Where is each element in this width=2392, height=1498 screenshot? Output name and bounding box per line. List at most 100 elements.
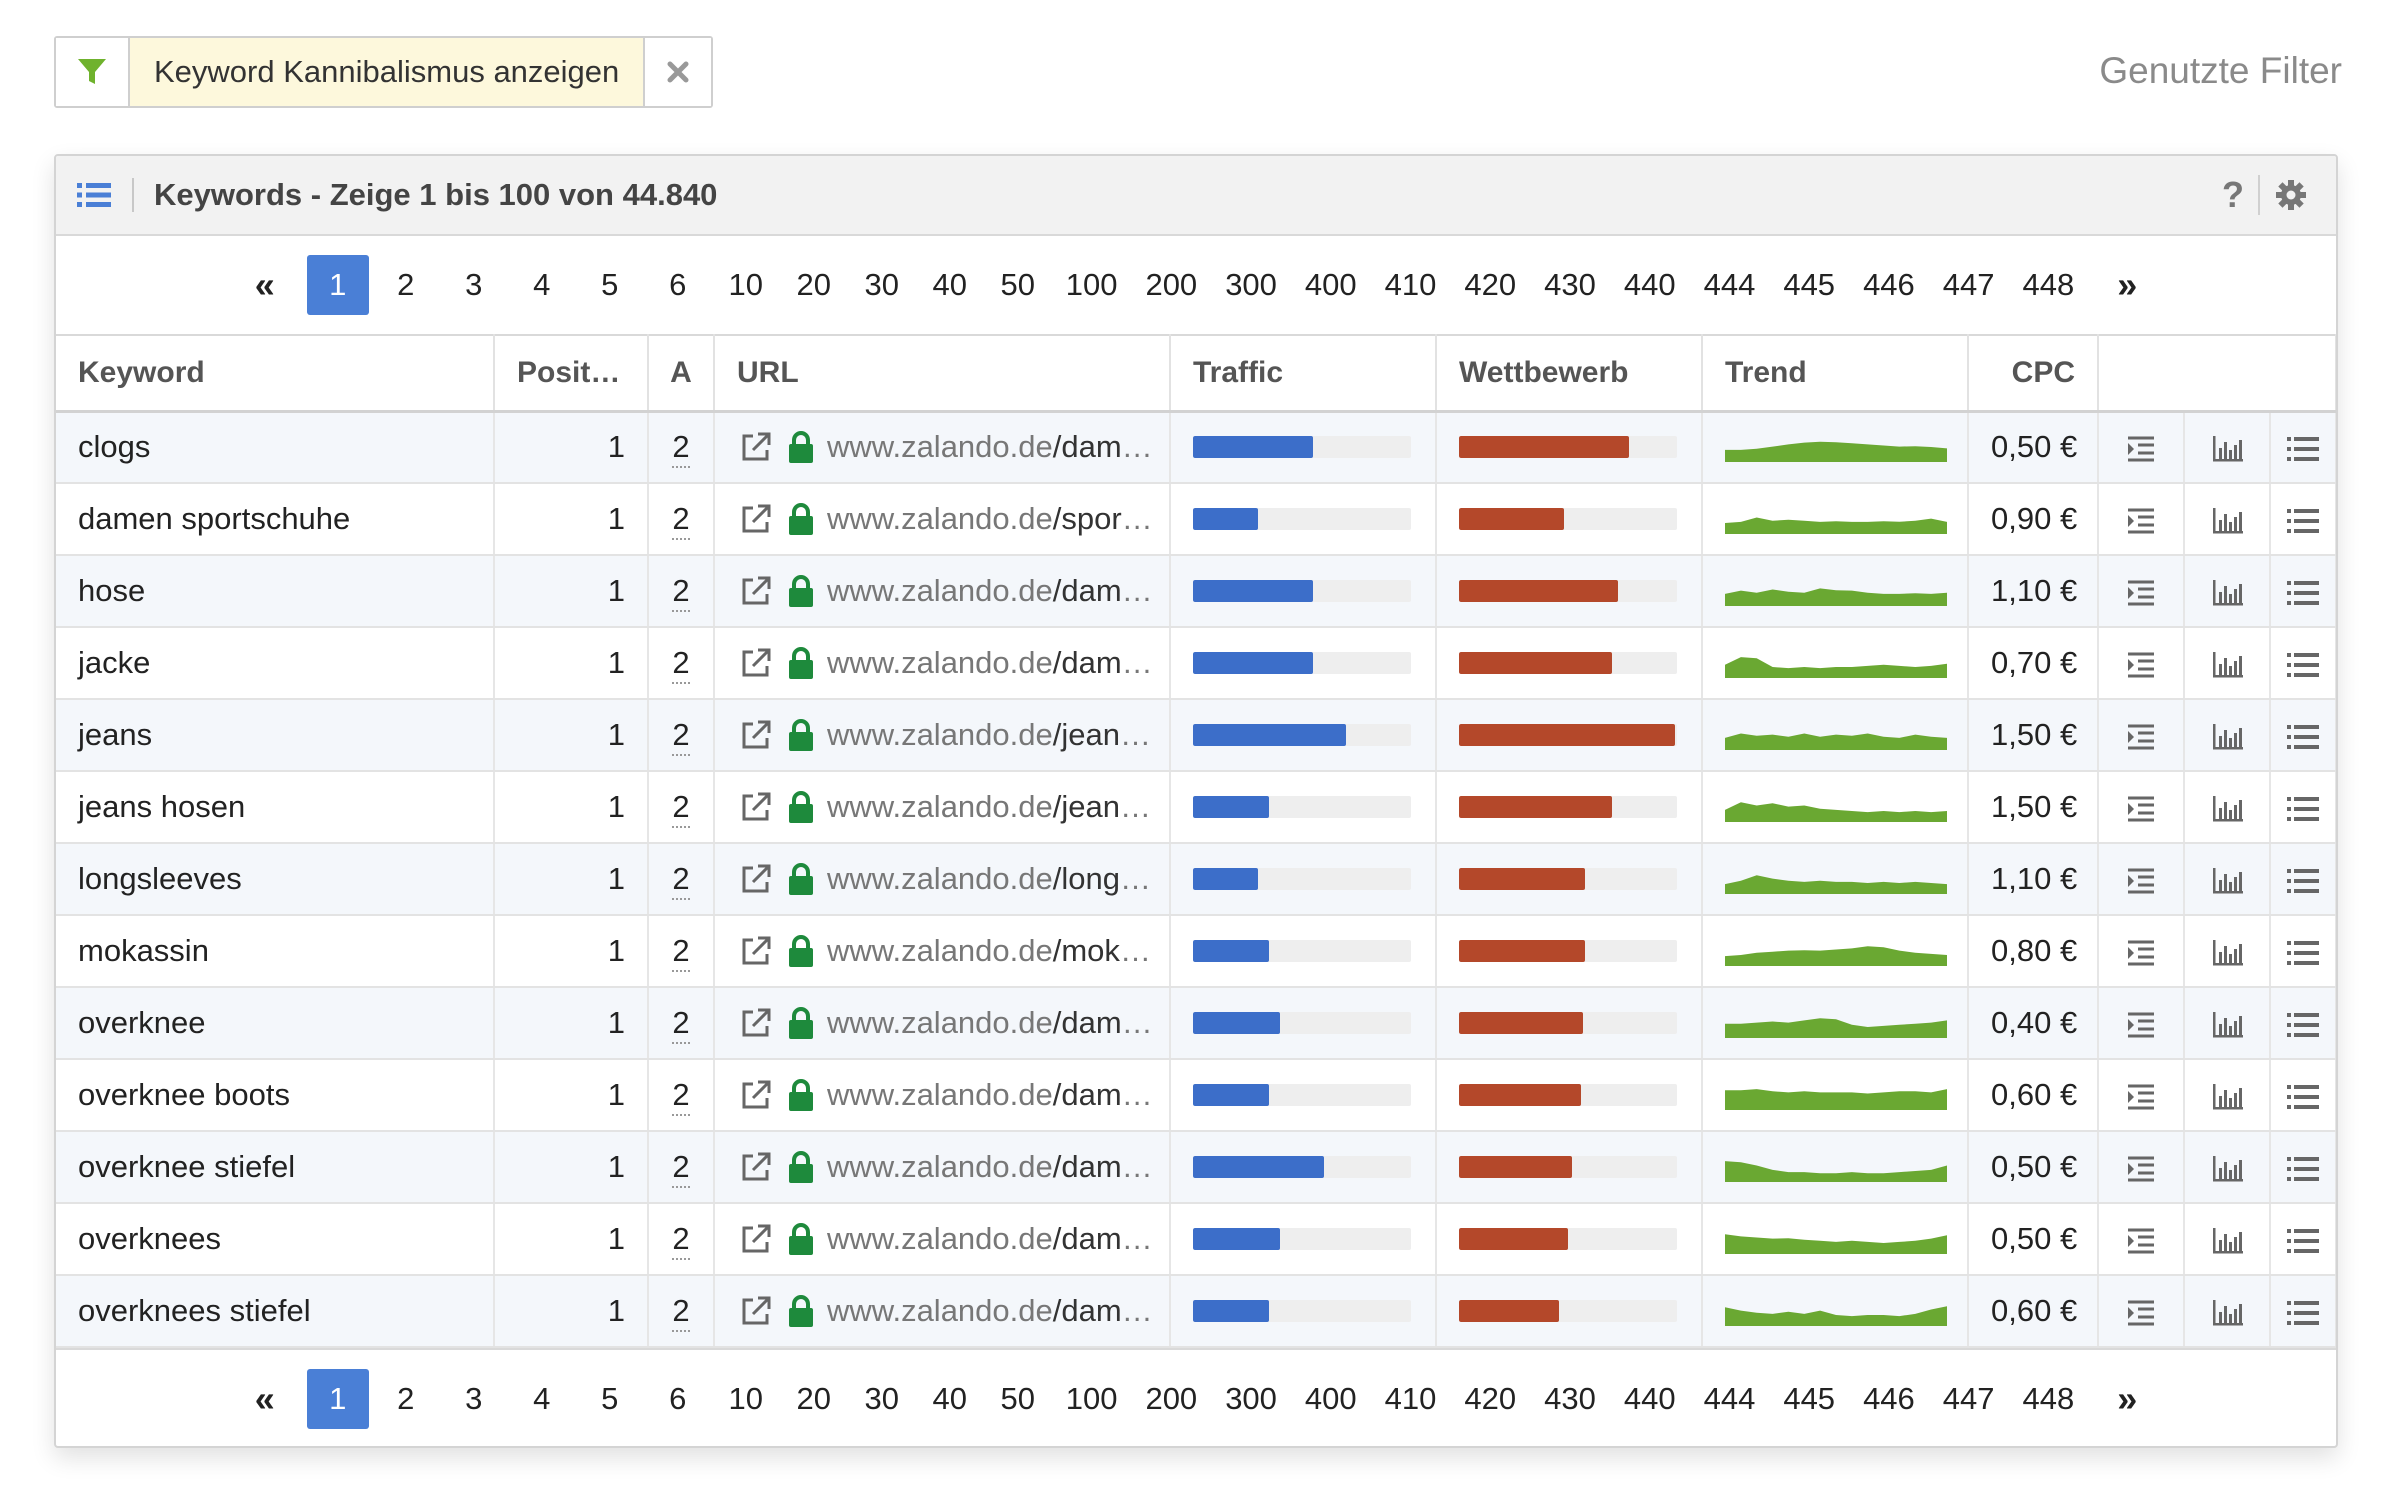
- pagination-bottom-page-link[interactable]: 2: [397, 1381, 415, 1416]
- pagination-bottom-page-link[interactable]: 400: [1304, 1381, 1357, 1416]
- column-header-cpc[interactable]: CPC: [1968, 334, 2099, 413]
- pagination-bottom-page-link[interactable]: 445: [1783, 1381, 1836, 1416]
- pagination-top-page-link[interactable]: 5: [601, 267, 619, 302]
- pagination-top-page-link[interactable]: 447: [1942, 267, 1995, 302]
- chart-action[interactable]: [2184, 555, 2271, 628]
- details-action[interactable]: [2270, 627, 2336, 700]
- bar-chart-icon[interactable]: [2211, 651, 2243, 678]
- url-link[interactable]: www.zalando.de/jeans-damen/: [827, 717, 1157, 753]
- external-link-icon[interactable]: [739, 862, 773, 896]
- serp-list-icon[interactable]: [2126, 939, 2156, 967]
- details-list-icon[interactable]: [2287, 724, 2319, 750]
- details-list-icon[interactable]: [2287, 1300, 2319, 1326]
- pagination-bottom-page-link[interactable]: 440: [1623, 1381, 1676, 1416]
- bar-chart-icon[interactable]: [2211, 579, 2243, 606]
- pagination-bottom-page-link[interactable]: 5: [601, 1381, 619, 1416]
- bar-chart-icon[interactable]: [2211, 1155, 2243, 1182]
- details-action[interactable]: [2270, 915, 2336, 988]
- url-link[interactable]: www.zalando.de/jeans-hosen/: [827, 789, 1157, 825]
- details-action[interactable]: [2270, 411, 2336, 484]
- details-action[interactable]: [2270, 987, 2336, 1060]
- bar-chart-icon[interactable]: [2211, 1011, 2243, 1038]
- serp-action[interactable]: [2098, 699, 2185, 772]
- url-link[interactable]: www.zalando.de/damen-clogs/: [827, 429, 1157, 465]
- pagination-top-page-link[interactable]: 300: [1225, 267, 1277, 302]
- keyword-cell[interactable]: mokassin: [56, 915, 495, 988]
- details-list-icon[interactable]: [2287, 508, 2319, 534]
- bar-chart-icon[interactable]: [2211, 1299, 2243, 1326]
- pagination-bottom-page-link[interactable]: 444: [1703, 1381, 1756, 1416]
- pagination-top-page-link[interactable]: 444: [1703, 267, 1756, 302]
- bar-chart-icon[interactable]: [2211, 867, 2243, 894]
- a-value[interactable]: 2: [672, 933, 690, 972]
- details-list-icon[interactable]: [2287, 1012, 2319, 1038]
- pagination-bottom-page-link[interactable]: 3: [465, 1381, 483, 1416]
- external-link-icon[interactable]: [739, 1222, 773, 1256]
- pagination-top-page-link[interactable]: 10: [728, 267, 763, 302]
- bar-chart-icon[interactable]: [2211, 939, 2243, 966]
- column-header-keyword[interactable]: Keyword: [56, 334, 495, 413]
- chart-action[interactable]: [2184, 1275, 2271, 1348]
- pagination-bottom-first-page-button[interactable]: «: [254, 1378, 275, 1419]
- pagination-top-page-link[interactable]: 3: [465, 267, 483, 302]
- details-action[interactable]: [2270, 1059, 2336, 1132]
- url-link[interactable]: www.zalando.de/mokassins-damen/: [827, 933, 1157, 969]
- pagination-top-page-link[interactable]: 100: [1065, 267, 1118, 302]
- a-value[interactable]: 2: [672, 1005, 690, 1044]
- external-link-icon[interactable]: [739, 934, 773, 968]
- pagination-bottom-page-link[interactable]: 410: [1384, 1381, 1437, 1416]
- chart-action[interactable]: [2184, 1203, 2271, 1276]
- a-value[interactable]: 2: [672, 717, 690, 756]
- details-list-icon[interactable]: [2287, 940, 2319, 966]
- pagination-top-page-link[interactable]: 446: [1863, 267, 1915, 302]
- chart-action[interactable]: [2184, 843, 2271, 916]
- details-list-icon[interactable]: [2287, 580, 2319, 606]
- pagination-top-first-page-button[interactable]: «: [254, 264, 275, 305]
- serp-list-icon[interactable]: [2126, 507, 2156, 535]
- url-link[interactable]: www.zalando.de/damenbekleidung-jacken/: [827, 645, 1157, 681]
- column-header-a[interactable]: A: [648, 334, 715, 413]
- column-header-traffic[interactable]: Traffic: [1170, 334, 1437, 413]
- column-header-competition[interactable]: Wettbewerb: [1436, 334, 1703, 413]
- pagination-bottom-last-page-button[interactable]: »: [2117, 1378, 2138, 1419]
- pagination-top-page-link[interactable]: 400: [1304, 267, 1357, 302]
- serp-list-icon[interactable]: [2126, 1155, 2156, 1183]
- help-icon[interactable]: ?: [2222, 174, 2244, 215]
- pagination-bottom-page-link[interactable]: 30: [864, 1381, 899, 1416]
- pagination-top-page-link[interactable]: 20: [796, 267, 831, 302]
- pagination-top-page-link[interactable]: 40: [932, 267, 967, 302]
- serp-list-icon[interactable]: [2126, 867, 2156, 895]
- chart-action[interactable]: [2184, 1059, 2271, 1132]
- serp-action[interactable]: [2098, 771, 2185, 844]
- serp-action[interactable]: [2098, 915, 2185, 988]
- serp-list-icon[interactable]: [2126, 723, 2156, 751]
- url-link[interactable]: www.zalando.de/damen-overknees-stiefel/: [827, 1293, 1157, 1329]
- details-action[interactable]: [2270, 483, 2336, 556]
- serp-list-icon[interactable]: [2126, 1011, 2156, 1039]
- chart-action[interactable]: [2184, 771, 2271, 844]
- details-action[interactable]: [2270, 1203, 2336, 1276]
- pagination-top-page-link[interactable]: 430: [1544, 267, 1596, 302]
- pagination-bottom-page-link[interactable]: 446: [1863, 1381, 1915, 1416]
- url-link[interactable]: www.zalando.de/damen-overknees/: [827, 1221, 1157, 1257]
- a-value[interactable]: 2: [672, 429, 690, 469]
- external-link-icon[interactable]: [739, 1294, 773, 1328]
- a-value[interactable]: 2: [672, 1221, 690, 1260]
- pagination-top-page-link[interactable]: 4: [533, 267, 551, 302]
- external-link-icon[interactable]: [739, 1150, 773, 1184]
- serp-list-icon[interactable]: [2126, 435, 2156, 463]
- serp-action[interactable]: [2098, 1059, 2185, 1132]
- serp-list-icon[interactable]: [2126, 651, 2156, 679]
- chart-action[interactable]: [2184, 699, 2271, 772]
- keyword-cell[interactable]: jeans hosen: [56, 771, 495, 844]
- a-value[interactable]: 2: [672, 861, 690, 900]
- a-value[interactable]: 2: [672, 645, 690, 684]
- bar-chart-icon[interactable]: [2211, 795, 2243, 822]
- keyword-cell[interactable]: jeans: [56, 699, 495, 772]
- pagination-bottom-page-link[interactable]: 50: [1000, 1381, 1035, 1416]
- serp-action[interactable]: [2098, 627, 2185, 700]
- serp-action[interactable]: [2098, 483, 2185, 556]
- pagination-bottom-page-link[interactable]: 430: [1544, 1381, 1596, 1416]
- bar-chart-icon[interactable]: [2211, 723, 2243, 750]
- chart-action[interactable]: [2184, 915, 2271, 988]
